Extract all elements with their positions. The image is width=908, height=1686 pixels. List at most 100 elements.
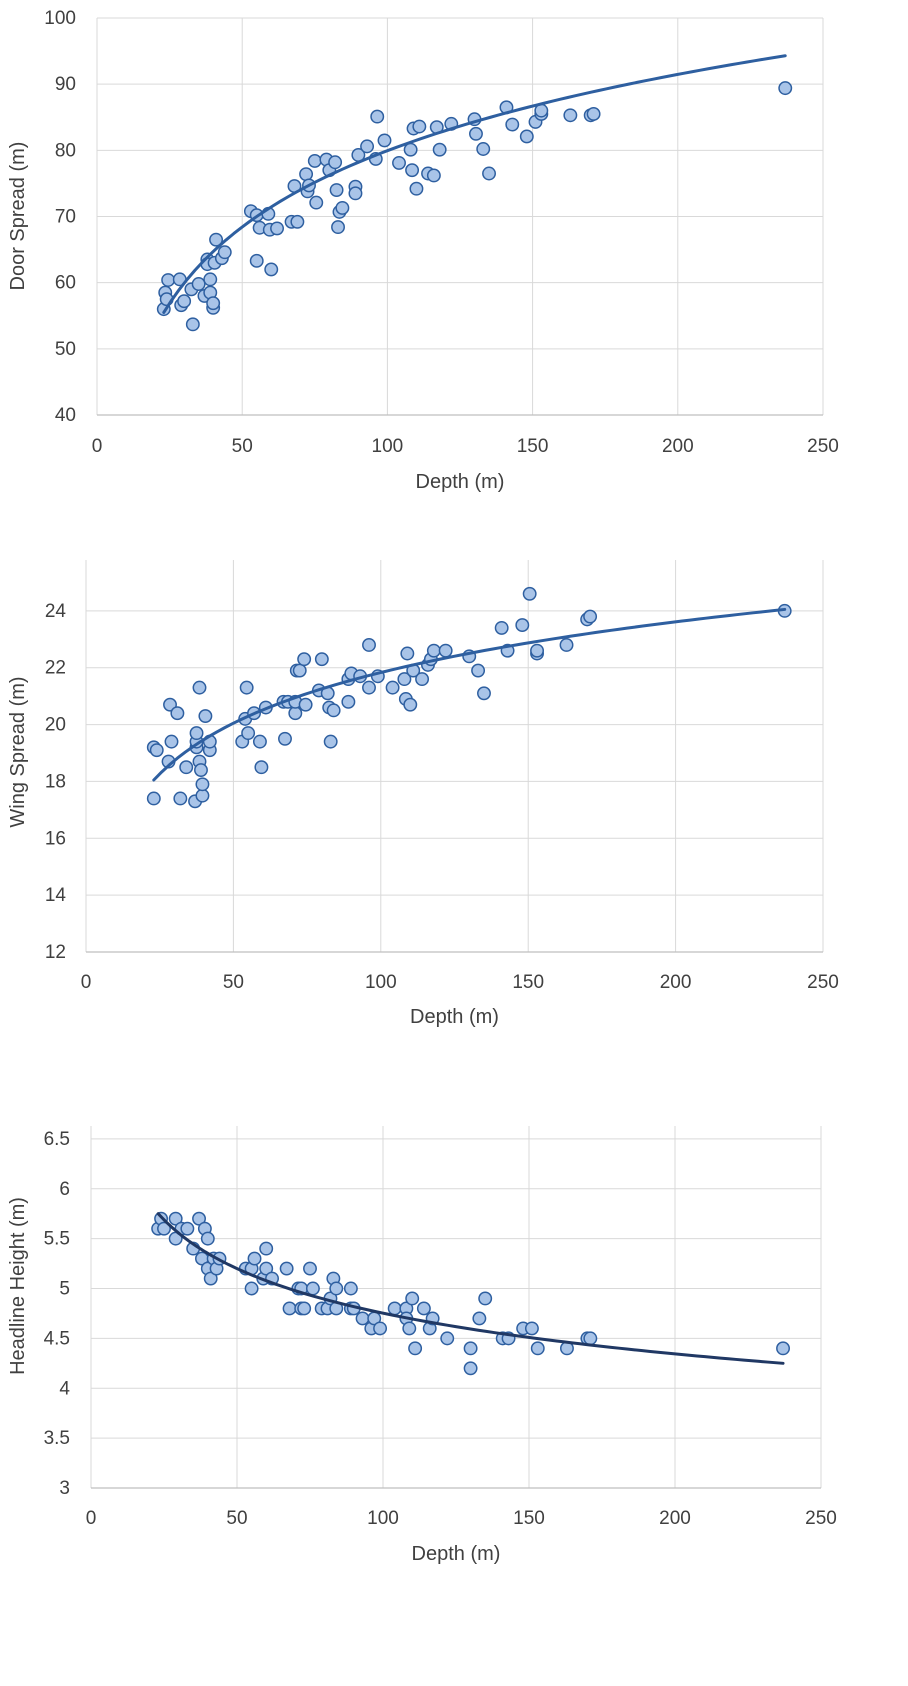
- y-tick-label: 80: [55, 140, 76, 161]
- data-point: [328, 155, 343, 170]
- data-point: [329, 183, 344, 197]
- x-tick-label: 250: [805, 1508, 837, 1529]
- data-point: [307, 153, 322, 168]
- data-point: [279, 1261, 294, 1276]
- y-tick-label: 70: [55, 207, 76, 228]
- data-point: [482, 166, 496, 181]
- data-point: [415, 672, 430, 687]
- data-point: [164, 734, 179, 749]
- data-point: [343, 1281, 358, 1296]
- data-point: [249, 253, 264, 268]
- data-point: [505, 117, 520, 132]
- data-point: [314, 652, 329, 667]
- y-tick-label: 14: [45, 885, 67, 906]
- y-tick-label: 3.5: [44, 1428, 70, 1449]
- data-point: [519, 129, 534, 144]
- wing-spread-chart: 12 14 16 18 20 22 24 26 0 50 100 150 200 250 Depth (m)…: [7, 560, 839, 1028]
- data-point: [209, 232, 224, 247]
- headline-height-points: [151, 1211, 790, 1376]
- data-point: [297, 652, 312, 667]
- x-tick-label: 0: [86, 1508, 97, 1529]
- data-point: [426, 168, 441, 183]
- wing-spread-x-axis-title: Depth (m): [410, 1006, 499, 1028]
- headline-height-trendline: [156, 1212, 785, 1365]
- data-point: [530, 643, 544, 658]
- data-point: [409, 181, 424, 196]
- data-point: [463, 1341, 478, 1356]
- data-point: [192, 1211, 206, 1226]
- y-tick-label: 26: [45, 560, 66, 565]
- data-point: [778, 81, 793, 96]
- data-point: [173, 791, 188, 806]
- data-point: [189, 726, 204, 741]
- data-point: [515, 618, 530, 633]
- data-point: [305, 1281, 320, 1296]
- y-tick-label: 6.5: [44, 1129, 70, 1150]
- data-point: [146, 791, 161, 806]
- x-tick-label: 200: [660, 972, 692, 993]
- data-point: [191, 277, 206, 291]
- wing-spread-points: [146, 586, 792, 809]
- y-tick-label: 3: [59, 1478, 70, 1499]
- data-point: [180, 1221, 195, 1236]
- data-point: [259, 1241, 274, 1256]
- data-point: [472, 1311, 487, 1326]
- data-point: [408, 1341, 423, 1356]
- data-point: [177, 294, 192, 309]
- data-point: [426, 643, 441, 658]
- x-tick-label: 0: [92, 436, 103, 457]
- data-point: [377, 133, 392, 148]
- data-point: [476, 142, 491, 156]
- door-spread-x-axis-title: Depth (m): [416, 471, 505, 493]
- data-point: [194, 763, 208, 778]
- x-tick-label: 150: [513, 1508, 545, 1529]
- x-tick-label: 100: [367, 1508, 399, 1529]
- data-point: [522, 586, 537, 601]
- data-point: [387, 1301, 402, 1316]
- data-point: [329, 1281, 344, 1296]
- door-spread-chart: 40 50 60 70 80 90 100 0 50 100 150 200 250 Depth (m) D…: [7, 8, 839, 493]
- headline-height-y-axis-title: Headline Height (m): [7, 1197, 29, 1375]
- data-point: [244, 1281, 259, 1296]
- data-point: [297, 1301, 312, 1316]
- data-point: [583, 609, 598, 624]
- data-point: [203, 1271, 218, 1286]
- data-point: [179, 760, 194, 775]
- data-point: [161, 273, 176, 287]
- y-tick-label: 16: [45, 828, 66, 849]
- x-tick-label: 50: [232, 436, 253, 457]
- x-tick-label: 0: [81, 972, 92, 993]
- x-tick-label: 250: [807, 972, 839, 993]
- y-tick-label: 12: [45, 942, 66, 963]
- data-point: [530, 1341, 545, 1356]
- data-point: [400, 646, 415, 661]
- data-point: [309, 195, 324, 210]
- data-point: [440, 1331, 455, 1346]
- data-point: [282, 1301, 297, 1316]
- data-point: [200, 1231, 215, 1246]
- data-point: [195, 788, 210, 803]
- y-tick-label: 50: [55, 339, 76, 360]
- data-point: [341, 694, 356, 709]
- data-point: [348, 186, 363, 201]
- data-point: [583, 1331, 598, 1346]
- data-point: [278, 731, 292, 746]
- data-point: [185, 317, 200, 332]
- y-tick-label: 5: [59, 1279, 70, 1300]
- data-point: [469, 126, 483, 141]
- data-point: [397, 672, 412, 687]
- data-point: [241, 726, 256, 741]
- data-point: [149, 743, 164, 758]
- data-point: [203, 272, 218, 287]
- data-point: [405, 1291, 420, 1306]
- y-tick-label: 20: [45, 715, 66, 736]
- data-point: [416, 1301, 431, 1316]
- data-point: [195, 777, 210, 792]
- data-point: [303, 1261, 317, 1276]
- data-point: [403, 697, 418, 712]
- x-tick-label: 250: [807, 436, 839, 457]
- door-spread-trendline: [162, 54, 787, 314]
- data-point: [432, 142, 447, 157]
- x-tick-label: 100: [365, 972, 397, 993]
- data-point: [170, 706, 185, 721]
